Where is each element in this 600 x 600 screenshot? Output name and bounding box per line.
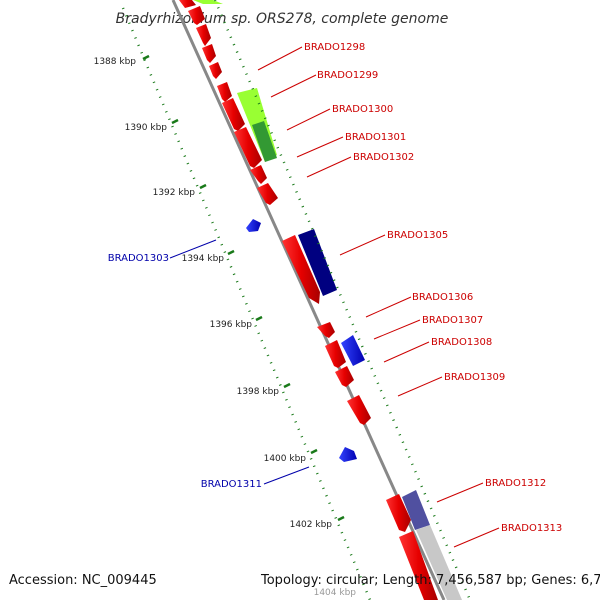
label-leader	[169, 239, 217, 259]
tick-label: 1404 kbp	[314, 588, 357, 598]
gene-label-brado1311[interactable]: BRADO1311	[201, 479, 262, 490]
kbp-tick-marks	[142, 54, 345, 522]
gene-arrow	[282, 235, 320, 304]
label-leader	[263, 466, 310, 485]
tick-label: 1392 kbp	[153, 188, 196, 198]
gene-arrow	[399, 531, 438, 600]
label-leader	[339, 234, 386, 256]
label-leader	[257, 46, 303, 71]
label-leader	[436, 482, 484, 503]
tick-mark	[310, 448, 318, 455]
tick-label: 1394 kbp	[182, 254, 225, 264]
gene-arrow	[250, 165, 267, 184]
label-leader	[453, 527, 500, 548]
cds-light-green	[193, 0, 223, 4]
tick-mark	[199, 183, 207, 190]
forward-genes	[179, 0, 438, 600]
gene-arrow	[246, 219, 261, 232]
gene-label-brado1303[interactable]: BRADO1303	[108, 253, 169, 264]
gene-arrow	[209, 62, 222, 79]
tick-mark	[255, 315, 263, 322]
gene-arrow	[317, 322, 335, 338]
gene-arrow	[202, 44, 216, 63]
gene-label-brado1312[interactable]: BRADO1312	[485, 478, 546, 489]
tick-label: 1400 kbp	[264, 454, 307, 464]
label-leader	[296, 136, 344, 158]
gene-label-brado1305[interactable]: BRADO1305	[387, 230, 448, 241]
tick-label: 1398 kbp	[237, 387, 280, 397]
map-title: Bradyrhizobium sp. ORS278, complete geno…	[116, 11, 449, 27]
gene-arrow	[234, 127, 262, 168]
cds-gray	[416, 525, 462, 600]
inner-tick-ring	[121, 7, 372, 600]
gene-label-brado1307[interactable]: BRADO1307	[422, 315, 483, 326]
reverse-genes	[246, 219, 365, 462]
gene-label-brado1306[interactable]: BRADO1306	[412, 292, 473, 303]
gene-arrow	[179, 0, 196, 8]
forward-gene-labels: BRADO1298 BRADO1299 BRADO1300 BRADO1301 …	[304, 42, 562, 534]
gene-arrow	[325, 340, 346, 368]
reverse-gene-labels: BRADO1303 BRADO1311	[108, 253, 262, 490]
gene-arrow	[335, 366, 354, 387]
gene-arrow	[257, 183, 278, 205]
accession-text: Accession: NC_009445	[9, 573, 157, 588]
gene-label-brado1301[interactable]: BRADO1301	[345, 132, 406, 143]
label-leader	[365, 296, 412, 318]
tick-label: 1388 kbp	[94, 57, 137, 67]
label-leader	[373, 319, 421, 340]
gene-arrow	[347, 395, 371, 425]
gene-label-brado1308[interactable]: BRADO1308	[431, 337, 492, 348]
gene-arrow	[386, 494, 411, 532]
reverse-label-leaders	[169, 239, 310, 485]
tick-mark	[227, 249, 235, 256]
gene-arrow	[222, 98, 245, 131]
gene-label-brado1302[interactable]: BRADO1302	[353, 152, 414, 163]
cds-dark-green	[252, 121, 277, 162]
cds-navy	[298, 229, 337, 296]
tick-mark	[142, 54, 150, 61]
tick-label: 1402 kbp	[290, 520, 333, 530]
gene-arrow	[341, 335, 365, 366]
label-leader	[270, 74, 317, 98]
gene-label-brado1309[interactable]: BRADO1309	[444, 372, 505, 383]
cds-slate	[402, 490, 430, 530]
gene-label-brado1300[interactable]: BRADO1300	[332, 104, 393, 115]
label-leader	[306, 156, 352, 178]
gene-arrow	[339, 447, 357, 462]
gene-label-brado1298[interactable]: BRADO1298	[304, 42, 365, 53]
cds-track	[193, 0, 462, 600]
label-leader	[383, 341, 430, 363]
tick-label: 1390 kbp	[125, 123, 168, 133]
tick-mark	[283, 382, 291, 389]
gene-arrow	[188, 6, 205, 25]
gene-label-brado1313[interactable]: BRADO1313	[501, 523, 562, 534]
label-leader	[397, 376, 443, 397]
tick-label: 1396 kbp	[210, 320, 253, 330]
tick-mark	[337, 515, 345, 522]
gene-arrow	[196, 24, 211, 46]
gene-label-brado1299[interactable]: BRADO1299	[317, 70, 378, 81]
kbp-tick-labels: 1388 kbp 1390 kbp 1392 kbp 1394 kbp 1396…	[94, 57, 357, 598]
forward-label-leaders	[257, 46, 500, 548]
gene-arrow	[217, 82, 232, 102]
tick-mark	[171, 118, 179, 125]
genome-summary-text: Topology: circular; Length: 7,456,587 bp…	[261, 573, 600, 588]
label-leader	[286, 108, 331, 131]
